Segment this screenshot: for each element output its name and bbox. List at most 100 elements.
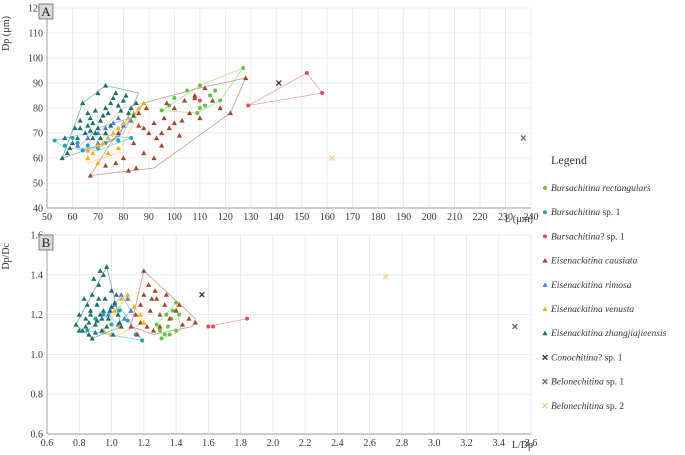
panel-a-data-point xyxy=(105,135,111,141)
panel-b-data-point xyxy=(109,322,114,327)
panel-b-x-axis-label: L/Dp xyxy=(512,440,533,451)
panel-b-data-point xyxy=(137,302,144,307)
panel-b-data-point xyxy=(99,327,105,333)
panel-b-data-point xyxy=(113,292,119,297)
panel-a-tag-box xyxy=(38,3,54,20)
panel-b-y-tick-label: 1.0 xyxy=(31,350,44,361)
panel-a-data-point xyxy=(241,66,246,70)
panel-b-data-point xyxy=(211,324,216,329)
panel-a-data-point xyxy=(131,140,137,146)
panel-b-data-point xyxy=(112,308,118,313)
panel-a-data-point xyxy=(95,160,101,166)
panel-a-series xyxy=(275,80,282,86)
panel-a-data-point xyxy=(159,108,164,113)
panel-b-x-tick-label: 1.4 xyxy=(170,438,183,449)
panel-a-data-point xyxy=(115,130,121,136)
panel-b-data-point xyxy=(206,324,211,329)
panel-a-data-point xyxy=(100,112,106,118)
panel-b-data-point xyxy=(86,331,92,337)
panel-b-data-point xyxy=(179,321,186,327)
panel-a-y-tick-label: 110 xyxy=(28,29,43,40)
panel-a-series xyxy=(59,82,139,161)
panel-b-data-point xyxy=(117,308,122,313)
panel-a-data-point xyxy=(171,105,177,111)
panel-b-data-point xyxy=(154,296,160,301)
panel-b-tag-label: B xyxy=(42,235,51,250)
panel-a-data-point xyxy=(304,71,309,75)
panel-a-y-tick-label: 50 xyxy=(33,179,43,190)
panel-b-data-point xyxy=(128,323,134,329)
panel-a-data-point xyxy=(246,103,251,108)
panel-a-data-point xyxy=(110,130,116,136)
panel-b-data-point xyxy=(157,323,163,329)
panel-a-data-point xyxy=(123,92,129,98)
panel-a-data-point xyxy=(197,83,202,88)
panel-a-data-point xyxy=(115,145,121,151)
panel-a-data-point xyxy=(136,110,142,116)
panel-a-data-point xyxy=(85,135,91,141)
panel-b-data-point xyxy=(96,296,102,301)
panel-a-hull-outline xyxy=(76,117,132,149)
legend-marker-icon xyxy=(542,306,548,312)
panel-b-data-point xyxy=(167,315,173,321)
panel-a-y-tick-label: 60 xyxy=(33,154,43,165)
panel-a-data-point xyxy=(213,88,218,93)
panel-b-data-point xyxy=(147,308,153,313)
panel-a-data-point xyxy=(87,127,93,133)
panel-b-data-point xyxy=(94,317,100,323)
panel-a-data-point xyxy=(125,115,132,121)
panel-a-data-point xyxy=(62,135,68,141)
panel-b-series xyxy=(154,300,182,341)
panel-b-data-point xyxy=(108,304,115,309)
legend-item-label: Belonechitina sp. 2 xyxy=(551,402,624,412)
panel-b-data-point xyxy=(110,331,116,337)
panel-b-x-tick-label: 3.2 xyxy=(460,438,473,449)
panel-a-data-point xyxy=(102,105,109,111)
panel-b-data-point xyxy=(83,315,89,321)
panel-a-data-point xyxy=(179,117,185,123)
panel-b-data-point xyxy=(137,312,144,317)
panel-b-data-point xyxy=(108,288,115,293)
panel-a-data-point xyxy=(110,95,116,101)
legend-marker-icon xyxy=(543,210,547,215)
panel-b-x-tick-label: 1.0 xyxy=(105,438,118,449)
panel-a-data-point xyxy=(95,90,101,96)
panel-b-x-tick-label: 3.6 xyxy=(525,438,538,449)
panel-a-data-point xyxy=(128,105,134,111)
panel-a-data-point xyxy=(59,155,65,161)
legend-item-label: Eisenackitina zhangjiajieensis xyxy=(550,329,667,339)
panel-b-data-point xyxy=(102,296,108,301)
panel-a-data-point xyxy=(105,150,111,156)
panel-b-y-tick-label: 1.2 xyxy=(31,310,44,321)
legend-item-label: Belonechitina sp. 1 xyxy=(551,378,624,388)
panel-a-x-tick-label: 230 xyxy=(498,212,513,223)
legend-marker-icon xyxy=(542,402,548,409)
panel-a-x-tick-label: 210 xyxy=(447,212,462,223)
panel-a-data-point xyxy=(110,120,116,126)
panel-a-x-tick-label: 130 xyxy=(243,212,258,223)
panel-a-data-point xyxy=(115,115,121,121)
panel-a-data-point xyxy=(113,160,119,166)
panel-a-plot: 50 60 70 80 90 100 110 120 130 140 150 160 170 180 190… xyxy=(1,4,539,226)
panel-b-data-point xyxy=(177,312,182,317)
panel-b-data-point xyxy=(76,312,82,317)
panel-a-data-point xyxy=(227,110,234,116)
panel-b-hull-outline xyxy=(156,301,182,340)
panel-a-hull-outline xyxy=(89,77,247,176)
panel-b-tag-box xyxy=(38,234,54,251)
panel-a-series xyxy=(74,115,134,148)
panel-b-x-tick-label: 2.8 xyxy=(396,438,409,449)
panel-a-data-point xyxy=(151,120,157,126)
legend-marker-icon xyxy=(542,282,548,287)
panel-a-data-point xyxy=(92,130,98,136)
panel-b-data-point xyxy=(125,292,131,297)
panel-b-hull-outline xyxy=(130,270,196,335)
panel-b-data-point xyxy=(87,308,94,313)
panel-b-data-point xyxy=(131,304,137,309)
panel-a-hull-outline xyxy=(53,132,132,151)
panel-b-series xyxy=(199,291,205,298)
panel-a-x-tick-label: 70 xyxy=(93,212,103,223)
legend-item-label: Conochitina? sp. 1 xyxy=(551,353,623,363)
panel-b-data-point xyxy=(170,308,175,313)
